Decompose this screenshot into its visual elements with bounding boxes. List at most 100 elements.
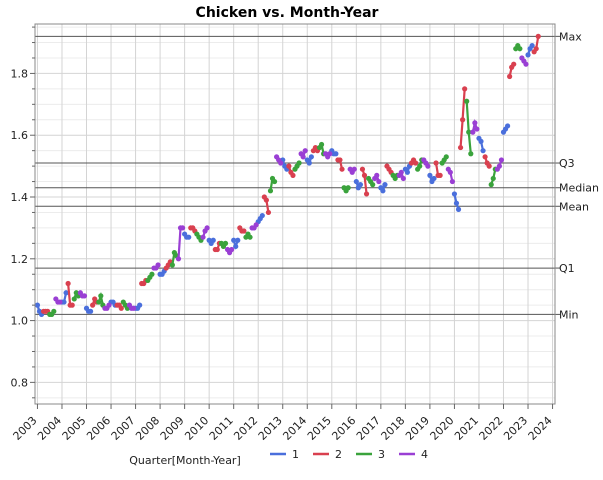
series-1-point xyxy=(259,212,265,219)
series-2-point xyxy=(69,302,75,308)
x-tick-label: 2023 xyxy=(501,414,530,443)
series-4-point xyxy=(200,234,206,240)
series-3-point xyxy=(517,46,523,52)
series-2-point xyxy=(214,246,220,253)
series-1-point xyxy=(88,308,94,314)
x-tick-label: 2012 xyxy=(231,414,260,443)
series-2-point xyxy=(90,302,96,308)
x-tick-label: 2006 xyxy=(84,414,113,443)
x-tick-label: 2010 xyxy=(182,414,211,443)
series-1-point xyxy=(529,43,535,49)
reference-label-median: Median xyxy=(559,182,599,195)
series-4-point xyxy=(472,120,478,126)
x-tick-label: 2009 xyxy=(158,414,187,443)
series-2-point xyxy=(118,305,124,311)
series-4-point xyxy=(300,154,306,160)
series-1-point xyxy=(451,191,458,197)
reference-label-q3: Q3 xyxy=(559,157,575,170)
series-4-point xyxy=(253,222,259,228)
series-4-point xyxy=(470,129,476,135)
x-tick-label: 2015 xyxy=(305,414,334,443)
series-1-point xyxy=(306,160,312,166)
series-1-point xyxy=(431,175,437,182)
reference-lines: Max Q3 Median Mean Q1 Min xyxy=(35,30,599,321)
series-2-point xyxy=(437,172,443,178)
x-tick-label: 2022 xyxy=(477,414,506,443)
series-2-point xyxy=(363,191,370,197)
x-tick-label: 2016 xyxy=(329,414,358,443)
series-3-line xyxy=(465,101,472,154)
chart-title: Chicken vs. Month-Year xyxy=(196,5,379,21)
series-2-point xyxy=(413,160,419,166)
series-4-point xyxy=(425,163,431,169)
series-1-point xyxy=(357,182,364,188)
series-1-point xyxy=(525,52,531,58)
series-2-point xyxy=(535,33,541,39)
y-tick-label: 1.2 xyxy=(11,253,29,266)
x-tick-label: 2024 xyxy=(526,414,555,443)
series-4 xyxy=(53,55,529,311)
series-2-point xyxy=(433,160,439,166)
series-2-point xyxy=(263,197,269,203)
series-1-point xyxy=(235,237,241,243)
series-2-point xyxy=(457,144,464,151)
series-3-point xyxy=(222,240,229,246)
reference-label-q1: Q1 xyxy=(559,262,575,275)
series-3-point xyxy=(345,185,351,191)
series-3-point xyxy=(169,262,175,268)
series-1-point xyxy=(333,151,339,157)
series-2-point xyxy=(339,166,345,172)
series-layer xyxy=(34,33,541,318)
series-1-point xyxy=(34,302,41,308)
series-2-point xyxy=(241,228,247,234)
x-tick-label: 2014 xyxy=(280,414,309,443)
series-2-point xyxy=(337,157,343,163)
x-tick-label: 2007 xyxy=(109,414,138,443)
x-tick-label: 2019 xyxy=(403,414,432,443)
series-1-point xyxy=(478,138,484,144)
series-2-point xyxy=(65,280,71,287)
series-3-point xyxy=(464,98,470,104)
series-4-point xyxy=(302,148,308,154)
series-3 xyxy=(47,43,523,318)
series-2-point xyxy=(359,166,366,172)
series-2-point xyxy=(361,172,368,178)
series-1-point xyxy=(504,123,511,129)
series-3-point xyxy=(71,296,77,302)
legend-label-4: 4 xyxy=(421,448,428,461)
series-2-point xyxy=(533,46,539,52)
legend-label-1: 1 xyxy=(292,448,299,461)
x-tick-label: 2020 xyxy=(428,414,457,443)
series-1-point xyxy=(233,243,239,250)
series-4-point xyxy=(179,225,186,231)
legend: 1 2 3 4 xyxy=(270,448,428,461)
series-3-point xyxy=(318,141,325,148)
x-axis-title: Quarter[Month-Year] xyxy=(129,454,241,467)
series-4-point xyxy=(204,225,210,231)
series-3-point xyxy=(370,182,376,188)
series-4-point xyxy=(376,178,382,185)
x-tick-label: 2018 xyxy=(379,414,408,443)
series-4-point xyxy=(474,126,480,132)
series-2-point xyxy=(507,73,513,80)
series-3-point xyxy=(271,178,278,185)
series-2 xyxy=(40,33,541,314)
series-1-point xyxy=(382,182,388,188)
reference-label-min: Min xyxy=(559,308,579,321)
y-tick-label: 1.4 xyxy=(11,191,29,204)
y-tick-label: 1.0 xyxy=(11,315,29,328)
series-2-point xyxy=(265,209,272,216)
series-3-point xyxy=(51,308,57,314)
plot-frame xyxy=(34,23,556,405)
series-3-point xyxy=(443,154,449,160)
series-1-point xyxy=(231,237,237,243)
series-3-point xyxy=(466,129,472,135)
reference-label-max: Max xyxy=(559,30,582,43)
series-3-point xyxy=(468,151,474,157)
series-3-point xyxy=(417,163,423,169)
series-1-point xyxy=(353,178,359,185)
x-tick-label: 2008 xyxy=(133,414,162,443)
legend-label-2: 2 xyxy=(335,448,342,461)
series-4-point xyxy=(498,157,505,163)
